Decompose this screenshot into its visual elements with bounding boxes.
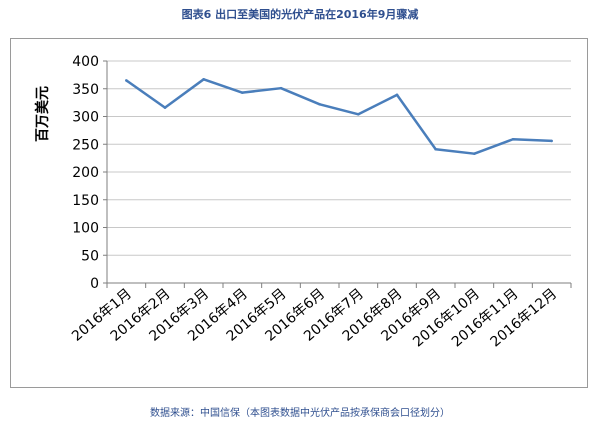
- data-point: [279, 86, 283, 90]
- y-tick-label: 400: [72, 54, 99, 70]
- data-point: [318, 102, 321, 106]
- y-tick-label: 0: [90, 276, 99, 292]
- series-line-layer: [125, 78, 553, 155]
- chart-title: 图表6 出口至美国的光伏产品在2016年9月骤减: [181, 8, 419, 21]
- axes: [103, 60, 572, 288]
- data-point: [357, 112, 360, 116]
- data-point: [125, 79, 128, 82]
- y-tick-label: 250: [72, 137, 99, 153]
- data-point: [434, 147, 437, 151]
- data-point: [395, 93, 399, 97]
- data-source-note: 数据来源：中国信保（本图表数据中光伏产品按承保商会口径划分）: [150, 408, 450, 419]
- data-point: [550, 139, 553, 143]
- data-point: [163, 106, 167, 109]
- y-tick-label: 200: [72, 165, 99, 181]
- x-tick-labels: 2016年1月2016年2月2016年3月2016年4月2016年5月2016年…: [69, 286, 560, 351]
- y-tick-label: 150: [72, 193, 99, 209]
- y-tick-label: 50: [81, 248, 99, 264]
- y-axis-label: 百万美元: [34, 86, 51, 142]
- series-line: [125, 78, 552, 155]
- grid-lines: [107, 60, 571, 256]
- y-tick-label: 350: [72, 82, 99, 98]
- chart-frame: 0 50 100 150 200 250 300 350 400 2016年1月 2016年2月 2…: [10, 38, 588, 388]
- y-tick-label: 100: [72, 221, 99, 237]
- y-tick-label: 300: [72, 110, 99, 126]
- line-chart: 0 50 100 150 200 250 300 350 400 2016年1月2016年2月2…: [34, 54, 572, 351]
- data-point: [511, 137, 515, 141]
- data-point: [473, 152, 476, 155]
- data-point: [241, 91, 244, 94]
- y-tick-labels: 0 50 100 150 200 250 300 350 400: [72, 54, 99, 292]
- data-point: [202, 78, 205, 81]
